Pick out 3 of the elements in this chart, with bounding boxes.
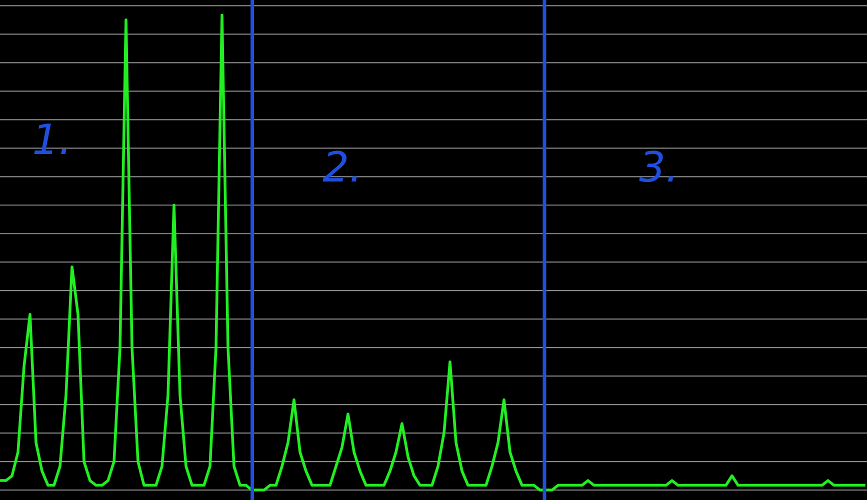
annotation: 2. bbox=[322, 150, 357, 182]
annotation: 3. bbox=[639, 150, 674, 182]
annotation: 1. bbox=[34, 124, 66, 154]
